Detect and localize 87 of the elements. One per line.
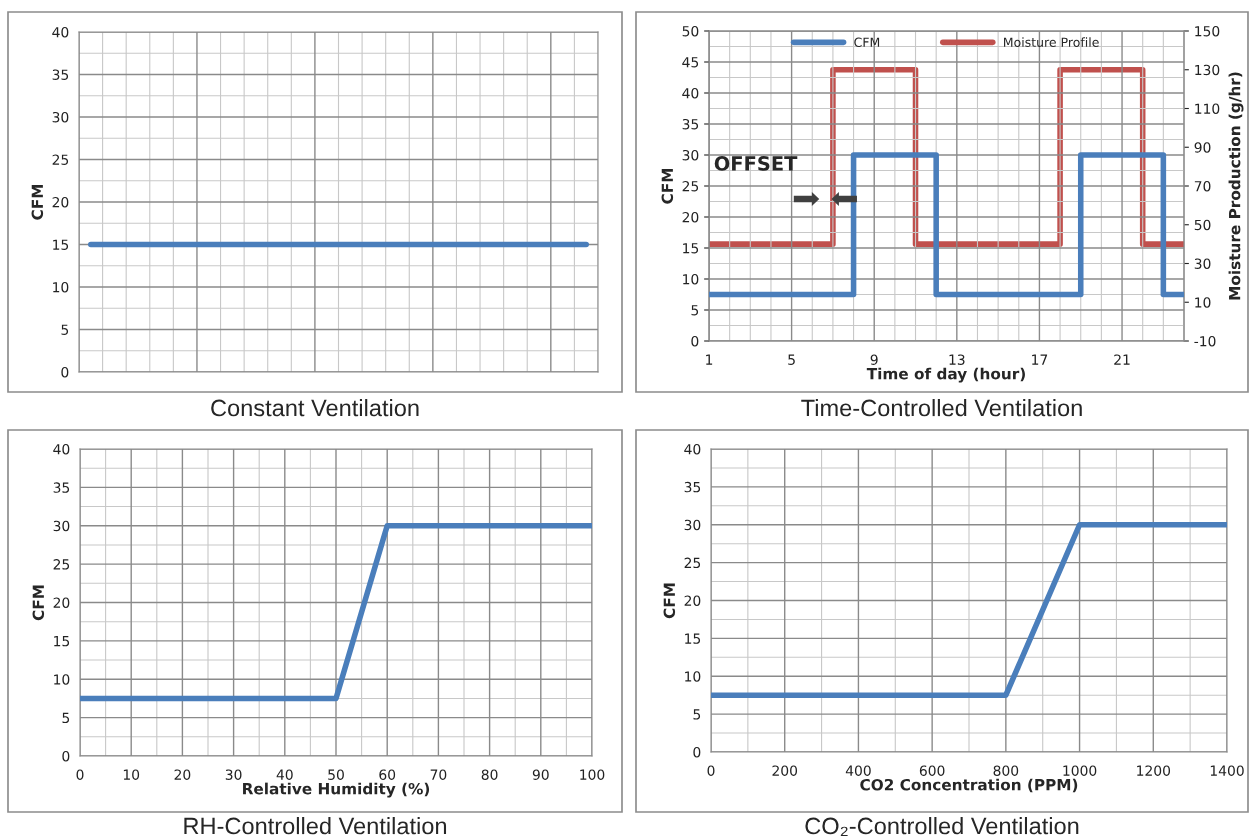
y2-tick-label: 10 <box>1195 297 1211 308</box>
y-tick-label: 10 <box>53 281 69 293</box>
y-tick-label: 35 <box>682 118 699 130</box>
y2-tick-label: -10 <box>1194 335 1216 347</box>
y-tick-label: 5 <box>61 324 69 335</box>
y-tick-label: 35 <box>53 482 70 493</box>
x-axis-title: Relative Humidity (%) <box>243 782 430 798</box>
y-tick-label: 40 <box>682 87 699 99</box>
x-tick-label: 60 <box>379 769 396 780</box>
y2-tick-label: 130 <box>1195 64 1220 76</box>
y-tick-label: 25 <box>53 559 70 570</box>
y-tick-label: 15 <box>683 243 699 254</box>
y-tick-label: 10 <box>683 273 699 285</box>
y-tick-label: 10 <box>54 674 70 685</box>
x-tick-label: 21 <box>1114 354 1130 365</box>
x-tick-label: 100 <box>580 769 605 780</box>
x-tick-label: 13 <box>949 354 965 365</box>
y-tick-label: 10 <box>685 671 701 682</box>
y-tick-label: 40 <box>53 443 70 455</box>
y-tick-label: 25 <box>682 180 699 192</box>
x-tick-label: 30 <box>225 769 242 780</box>
y-tick-label: 35 <box>684 481 701 493</box>
y-axis-title: CFM <box>31 184 44 220</box>
text: Time-Controlled Ventilation <box>801 398 1082 417</box>
x-tick-label: 20 <box>174 769 191 780</box>
x-tick-label: 70 <box>430 769 447 780</box>
y-axis-title: CFM <box>663 583 676 619</box>
y-tick-label: 30 <box>682 149 699 161</box>
y-tick-label: 35 <box>52 69 69 80</box>
x-axis-title: Time of day (hour) <box>866 367 1025 383</box>
x-tick-label: 5 <box>788 354 795 365</box>
y2-tick-label: 110 <box>1195 103 1220 114</box>
x-tick-label: 17 <box>1032 354 1048 365</box>
y-tick-label: 0 <box>61 366 69 378</box>
x-tick-label: 1400 <box>1210 765 1244 776</box>
y-tick-label: 0 <box>691 335 699 347</box>
x-tick-label: 10 <box>123 769 140 780</box>
y-tick-label: 5 <box>693 709 701 720</box>
y-tick-label: 5 <box>691 305 699 316</box>
text: RH-Controlled Ventilation <box>184 816 447 835</box>
x-tick-label: 800 <box>993 765 1019 776</box>
y2-tick-label: 30 <box>1194 258 1211 269</box>
x-tick-label: 600 <box>919 765 945 776</box>
x-axis-title: CO2 Concentration (PPM) <box>860 778 1078 793</box>
x-tick-label: 0 <box>76 769 84 780</box>
y-tick-label: 45 <box>682 57 699 68</box>
x-tick-label: 0 <box>707 765 715 776</box>
x-tick-label: 80 <box>481 769 498 780</box>
y-tick-label: 15 <box>685 633 701 644</box>
text: CO₂-Controlled Ventilation <box>805 816 1079 837</box>
annotation: OFFSET <box>714 156 798 171</box>
x-tick-label: 400 <box>845 765 871 776</box>
y-tick-label: 0 <box>62 750 70 762</box>
x-tick-label: 90 <box>532 769 549 780</box>
legend-label: CFM <box>854 37 880 47</box>
y-tick-label: 15 <box>54 636 70 647</box>
y2-tick-label: 150 <box>1195 25 1220 37</box>
y-tick-label: 20 <box>684 595 701 606</box>
y2-tick-label: 50 <box>1194 219 1211 231</box>
y-tick-label: 20 <box>682 211 699 223</box>
y2-tick-label: 90 <box>1194 142 1211 153</box>
y-tick-label: 25 <box>52 154 69 165</box>
y2-axis-title: Moisture Production (g/hr) <box>1228 72 1244 300</box>
legend-label: Moisture Profile <box>1004 37 1099 47</box>
y-axis-title: CFM <box>661 168 674 204</box>
y-tick-label: 40 <box>52 26 69 38</box>
y-tick-label: 0 <box>693 746 701 758</box>
y-tick-label: 30 <box>684 519 701 531</box>
y-tick-label: 40 <box>684 443 701 455</box>
x-tick-label: 50 <box>328 769 344 780</box>
y-axis-title: CFM <box>32 585 45 621</box>
text: Constant Ventilation <box>211 398 419 417</box>
y-tick-label: 30 <box>52 111 69 123</box>
y2-tick-label: 70 <box>1194 180 1211 192</box>
x-tick-label: 1200 <box>1137 765 1171 776</box>
y-tick-label: 20 <box>53 597 70 608</box>
x-tick-label: 1 <box>706 354 713 365</box>
y-tick-label: 5 <box>62 712 70 724</box>
y-tick-label: 50 <box>682 25 699 37</box>
x-tick-label: 9 <box>870 354 878 365</box>
y-tick-label: 20 <box>52 196 69 208</box>
y-tick-label: 25 <box>684 557 701 569</box>
x-tick-label: 40 <box>276 769 293 780</box>
y-tick-label: 15 <box>53 239 69 250</box>
x-tick-label: 1000 <box>1063 765 1097 776</box>
y-tick-label: 30 <box>53 520 70 532</box>
x-tick-label: 200 <box>772 765 798 776</box>
